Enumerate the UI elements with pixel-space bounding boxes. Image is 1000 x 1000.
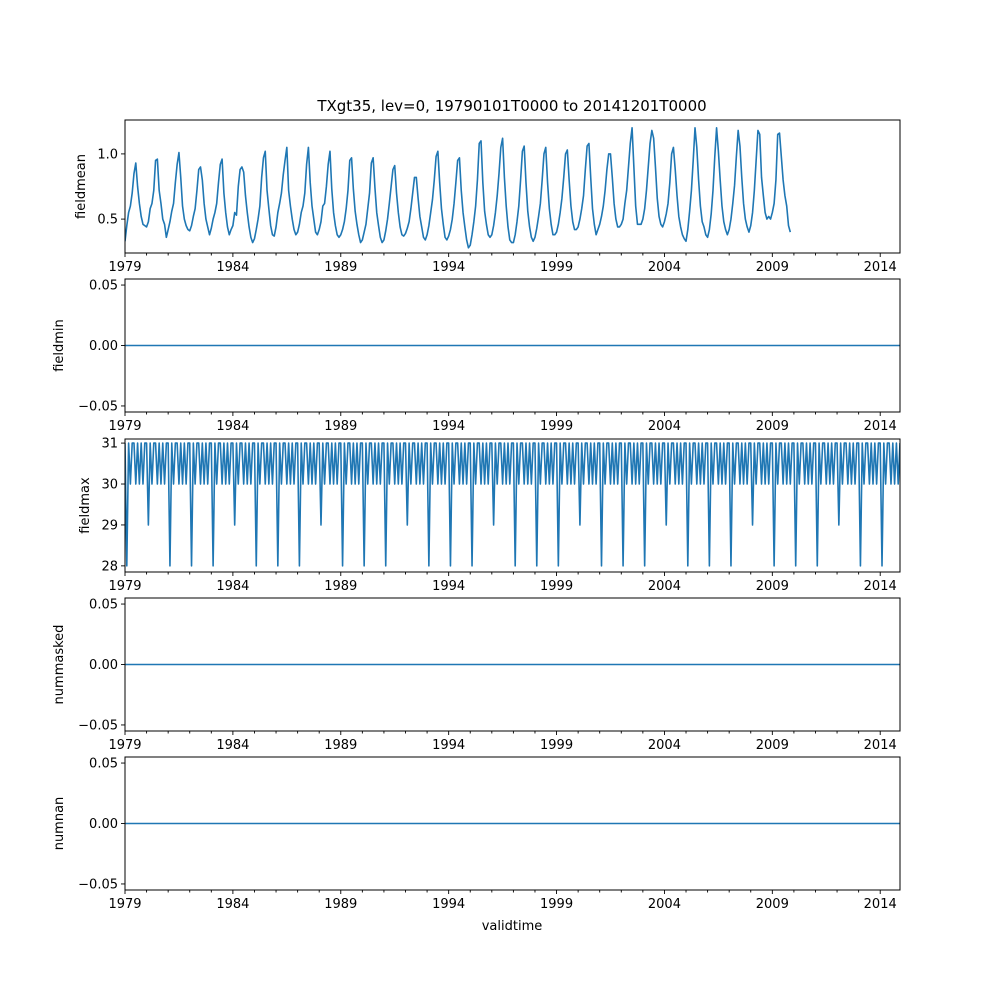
x-tick-label: 2009 (756, 738, 789, 753)
y-tick-label: 0.00 (89, 339, 118, 354)
y-axis-label-fieldmin: fieldmin (52, 319, 67, 372)
y-tick-label: 31 (101, 437, 118, 452)
x-tick-label: 1979 (108, 260, 141, 275)
y-tick-label: −0.05 (78, 877, 118, 892)
x-tick-label: 1979 (108, 738, 141, 753)
x-tick-label: 2014 (864, 260, 897, 275)
y-axis-label-fieldmax: fieldmax (78, 477, 93, 534)
x-tick-label: 1984 (216, 579, 249, 594)
x-tick-label: 2009 (756, 260, 789, 275)
x-tick-label: 1999 (540, 260, 573, 275)
x-tick-label: 1999 (540, 738, 573, 753)
x-tick-label: 1984 (216, 260, 249, 275)
x-tick-label: 2004 (648, 579, 681, 594)
panel-numnan: −0.05 0.00 0.05 numnan 1979 1984 1989 1994 1999 2… (52, 756, 901, 912)
y-axis-label-numnan: numnan (52, 797, 67, 851)
x-tick-label: 2014 (864, 419, 897, 434)
axes-frame-fieldmax (124, 438, 901, 573)
x-tick-label: 1984 (216, 419, 249, 434)
x-tick-label: 2004 (648, 738, 681, 753)
x-tick-label: 2009 (756, 579, 789, 594)
x-tick-label: 1999 (540, 579, 573, 594)
x-tick-label: 1989 (324, 260, 357, 275)
y-tick-label: 29 (101, 518, 118, 533)
x-tick-label: 1989 (324, 738, 357, 753)
x-tick-label: 1999 (540, 419, 573, 434)
x-tick-label: 1979 (108, 579, 141, 594)
y-tick-label: 0.05 (89, 757, 118, 772)
x-tick-label: 1994 (432, 897, 465, 912)
x-axis-label: validtime (482, 919, 543, 934)
panel-nummasked: −0.05 0.00 0.05 nummasked 1979 1984 1989 1994 19… (52, 597, 901, 753)
panel-fieldmean: 0.5 1.0 fieldmean 1979 1984 1989 1994 1999 2004 2… (74, 119, 901, 275)
x-tick-label: 1994 (432, 419, 465, 434)
x-tick-label: 1979 (108, 419, 141, 434)
y-tick-label: 30 (101, 478, 118, 493)
x-tick-label: 1989 (324, 419, 357, 434)
y-tick-label: 0.5 (97, 213, 118, 228)
x-tick-label: 1989 (324, 897, 357, 912)
x-tick-label: 1984 (216, 738, 249, 753)
x-tick-label: 1989 (324, 579, 357, 594)
x-tick-label: 2009 (756, 897, 789, 912)
x-tick-label: 1999 (540, 897, 573, 912)
y-tick-label: 1.0 (97, 147, 118, 162)
y-axis-label-nummasked: nummasked (52, 625, 67, 705)
x-tick-label: 2014 (864, 897, 897, 912)
panel-fieldmax: 28 29 30 31 fieldmax 1979 1984 1989 1994 1999 2004… (78, 437, 901, 594)
y-tick-label: 0.00 (89, 817, 118, 832)
panel-fieldmin: −0.05 0.00 0.05 fieldmin 1979 1984 1989 1994 199… (52, 278, 901, 434)
y-tick-label: 0.05 (89, 279, 118, 294)
x-tick-label: 2004 (648, 897, 681, 912)
x-tick-label: 1994 (432, 738, 465, 753)
x-tick-label: 2004 (648, 419, 681, 434)
x-tick-label: 1994 (432, 260, 465, 275)
y-tick-label: −0.05 (78, 718, 118, 733)
series-line-fieldmax (125, 442, 900, 567)
y-tick-label: 0.05 (89, 598, 118, 613)
x-tick-label: 2014 (864, 579, 897, 594)
y-tick-label: −0.05 (78, 399, 118, 414)
x-tick-label: 1984 (216, 897, 249, 912)
chart-title: TXgt35, lev=0, 19790101T0000 to 20141201… (316, 97, 706, 115)
x-tick-label: 1994 (432, 579, 465, 594)
y-tick-label: 0.00 (89, 658, 118, 673)
x-tick-label: 1979 (108, 897, 141, 912)
x-tick-label: 2009 (756, 419, 789, 434)
series-line-fieldmean (125, 127, 792, 249)
y-axis-label-fieldmean: fieldmean (74, 154, 89, 219)
axes-frame-fieldmean (124, 119, 901, 254)
x-tick-label: 2014 (864, 738, 897, 753)
x-tick-label: 2004 (648, 260, 681, 275)
y-tick-label: 28 (101, 559, 118, 574)
